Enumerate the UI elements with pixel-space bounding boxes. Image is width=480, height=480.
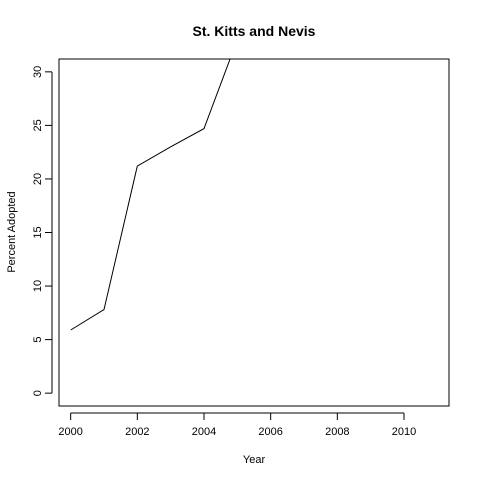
series-line [70,59,231,331]
y-tick-label: 20 [32,173,44,185]
y-tick-label: 30 [32,66,44,78]
y-tick-label: 5 [32,337,44,343]
x-tick-label: 2006 [258,426,282,438]
y-axis: 0 5 10 15 20 25 30 [32,66,53,396]
y-axis-label: Percent Adopted [6,191,18,272]
chart-title: St. Kitts and Nevis [193,23,316,39]
x-tick-label: 2004 [192,426,216,438]
x-tick-label: 2002 [125,426,149,438]
x-axis: 2000 2002 2004 2006 2008 2010 [58,412,416,438]
series-group [70,59,231,331]
x-tick-label: 2010 [392,426,416,438]
y-tick-label: 0 [32,390,44,396]
x-axis-label: Year [243,454,266,466]
x-tick-label: 2008 [325,426,349,438]
plot-area [58,58,450,407]
x-tick-label: 2000 [58,426,82,438]
y-tick-label: 10 [32,280,44,292]
y-tick-label: 25 [32,119,44,131]
y-tick-label: 15 [32,226,44,238]
